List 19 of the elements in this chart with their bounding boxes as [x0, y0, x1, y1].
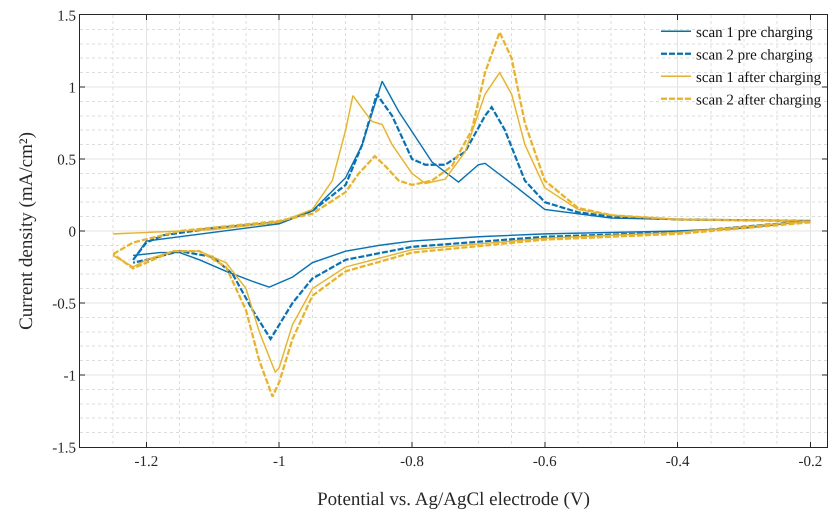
legend-label: scan 1 after charging — [696, 70, 822, 86]
legend-label: scan 2 after charging — [696, 92, 822, 109]
x-axis-title: Potential vs. Ag/AgCl electrode (V) — [317, 489, 590, 510]
x-tick-label: -0.4 — [666, 454, 690, 470]
y-tick-label: -0.5 — [52, 296, 76, 312]
x-tick-label: -0.8 — [400, 454, 424, 470]
y-tick-label: 0 — [68, 224, 76, 240]
y-tick-label: 1 — [68, 80, 76, 96]
x-tick-label: -1 — [272, 454, 286, 470]
x-tick-label: -0.6 — [532, 454, 558, 470]
y-axis-title: Current density (mA/cm²) — [16, 132, 37, 330]
y-tick-label: 0.5 — [57, 152, 76, 168]
y-tick-label: -1 — [64, 368, 76, 384]
y-tick-label: -1.5 — [52, 440, 76, 456]
legend-label: scan 2 pre charging — [696, 48, 814, 64]
y-tick-label: 1.5 — [57, 8, 76, 24]
legend-label: scan 1 pre charging — [696, 25, 814, 42]
x-tick-label: -0.2 — [798, 454, 822, 470]
x-tick-label: -1.2 — [134, 454, 158, 470]
